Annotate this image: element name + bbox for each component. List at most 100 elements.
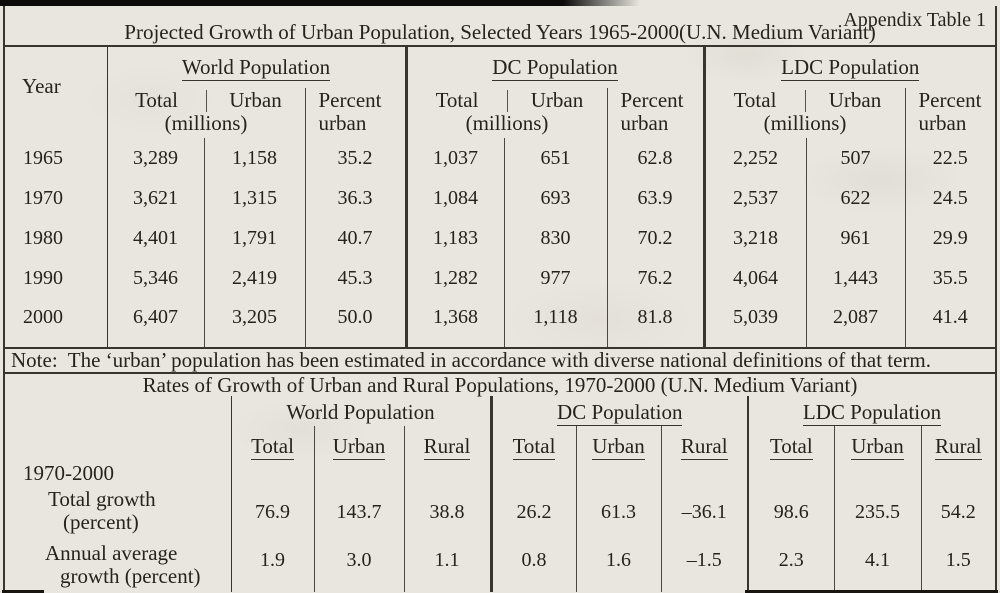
value-cell: 1.5 [920,539,996,592]
value-cell: 3.0 [313,539,404,592]
table-row-1965: 1965 3,289 1,158 35.2 1,037 651 62.8 2,2… [5,138,996,178]
t2-col-rural: Rural [934,434,982,460]
empty-cell [575,461,661,486]
t2-col-header: Total [230,426,314,461]
value-cell: 29.9 [904,218,996,258]
value-cell: –1.5 [660,539,749,592]
value-cell: 1.6 [575,539,661,592]
value-cell: 3,205 [203,298,305,347]
value-cell: 3,621 [106,178,204,218]
row-label-line1: Annual average [45,541,178,565]
subheader-millions: (millions) [763,111,847,135]
t2-col-header: Rural [403,426,491,461]
t2-col-total: Total [251,434,294,460]
empty-cell [747,461,835,486]
t2-row-total-growth: Total growth (percent) 76.9 143.7 38.8 2… [5,486,996,539]
t2-row-annual-growth: Annual average growth (percent) 1.9 3.0 … [5,539,996,592]
subheader-ldc-total-urban: Total Urban (millions) [702,88,905,138]
value-cell: 4,064 [702,258,806,298]
value-cell: 81.8 [606,298,704,347]
appendix-label: Appendix Table 1 [843,9,986,31]
divider [506,89,508,112]
value-cell: 54.2 [920,486,996,539]
t2-col-header: Total [489,426,576,461]
value-cell: 1,315 [203,178,305,218]
group-header-dc: DC Population [404,46,704,88]
t2-col-urban: Urban [332,434,386,460]
scan-edge-bar [0,0,640,6]
subheader-dc-percent-urban: Percent urban [606,88,704,138]
value-cell: 622 [805,178,905,218]
t2-col-urban: Urban [592,434,645,460]
value-cell: 961 [805,218,905,258]
t2-group-dc-label: DC Population [557,400,683,426]
value-cell: 22.5 [904,138,996,178]
stub-cell [5,426,231,461]
row-label: Total growth (percent) [5,486,231,539]
t2-group-world: World Population [230,396,491,426]
t2-col-header: Urban [313,426,404,461]
empty-cell [833,461,922,486]
row-label: Annual average growth (percent) [5,539,231,592]
group-header-row: Year World Population DC Population LDC … [5,46,996,98]
subheader-dc-total-urban: Total Urban (millions) [404,88,607,138]
value-cell: 36.3 [304,178,406,218]
value-cell: 35.5 [904,258,996,298]
value-cell: 2.3 [747,539,835,592]
value-cell: –36.1 [660,486,749,539]
value-cell: 40.7 [304,218,406,258]
t2-period-row: 1970-2000 [5,461,996,486]
page-frame: Appendix Table 1 Projected Growth of Urb… [3,6,997,593]
period-label: 1970-2000 [23,461,114,485]
row-year: 2000 [23,306,63,328]
t2-col-rural: Rural [680,434,728,460]
year-column-header: Year [22,74,61,98]
value-cell: 26.2 [489,486,576,539]
value-cell: 1,084 [404,178,504,218]
value-cell: 651 [503,138,607,178]
value-cell: 50.0 [304,298,406,347]
value-cell: 63.9 [606,178,704,218]
value-cell: 1,183 [404,218,504,258]
subheader-total: Total [733,88,777,112]
value-cell: 4.1 [833,539,922,592]
value-cell: 0.8 [489,539,576,592]
subheader-total: Total [135,88,178,112]
row-label-line1: Total growth [48,487,156,511]
value-cell: 98.6 [747,486,835,539]
value-cell: 76.2 [606,258,704,298]
empty-cell [230,461,314,486]
t2-group-ldc-label: LDC Population [802,400,942,426]
value-cell: 2,537 [702,178,806,218]
row-year: 1980 [23,226,63,249]
value-cell: 507 [805,138,905,178]
t2-group-header-row: World Population DC Population LDC Popul… [5,396,996,426]
table-row-2000: 2000 6,407 3,205 50.0 1,368 1,118 81.8 5… [5,298,996,347]
value-cell: 3,218 [702,218,806,258]
value-cell: 41.4 [904,298,996,347]
t2-col-total: Total [769,434,813,460]
t2-col-urban: Urban [851,434,904,460]
table1-note: Note: The ‘urban’ population has been es… [5,347,995,374]
divider [804,89,806,112]
urban-line: urban [620,111,669,135]
divider [205,89,207,112]
value-cell: 1,158 [203,138,305,178]
value-cell: 2,087 [805,298,905,347]
row-year: 1970 [23,186,63,209]
subheader-urban: Urban [530,88,584,112]
table1-title: Projected Growth of Urban Population, Se… [124,20,876,44]
group-header-dc-label: DC Population [492,55,618,81]
group-header-world: World Population [106,46,406,88]
empty-cell [489,461,576,486]
value-cell: 1,368 [404,298,504,347]
percent-line: Percent [318,88,382,112]
subheader-urban: Urban [828,88,882,112]
table-row-1980: 1980 4,401 1,791 40.7 1,183 830 70.2 3,2… [5,218,996,258]
growth-rates-table: World Population DC Population LDC Popul… [5,396,996,592]
value-cell: 1,791 [203,218,305,258]
empty-cell [313,461,404,486]
scan-bottom-edge [745,590,998,593]
group-header-ldc: LDC Population [702,46,996,88]
value-cell: 2,252 [702,138,806,178]
